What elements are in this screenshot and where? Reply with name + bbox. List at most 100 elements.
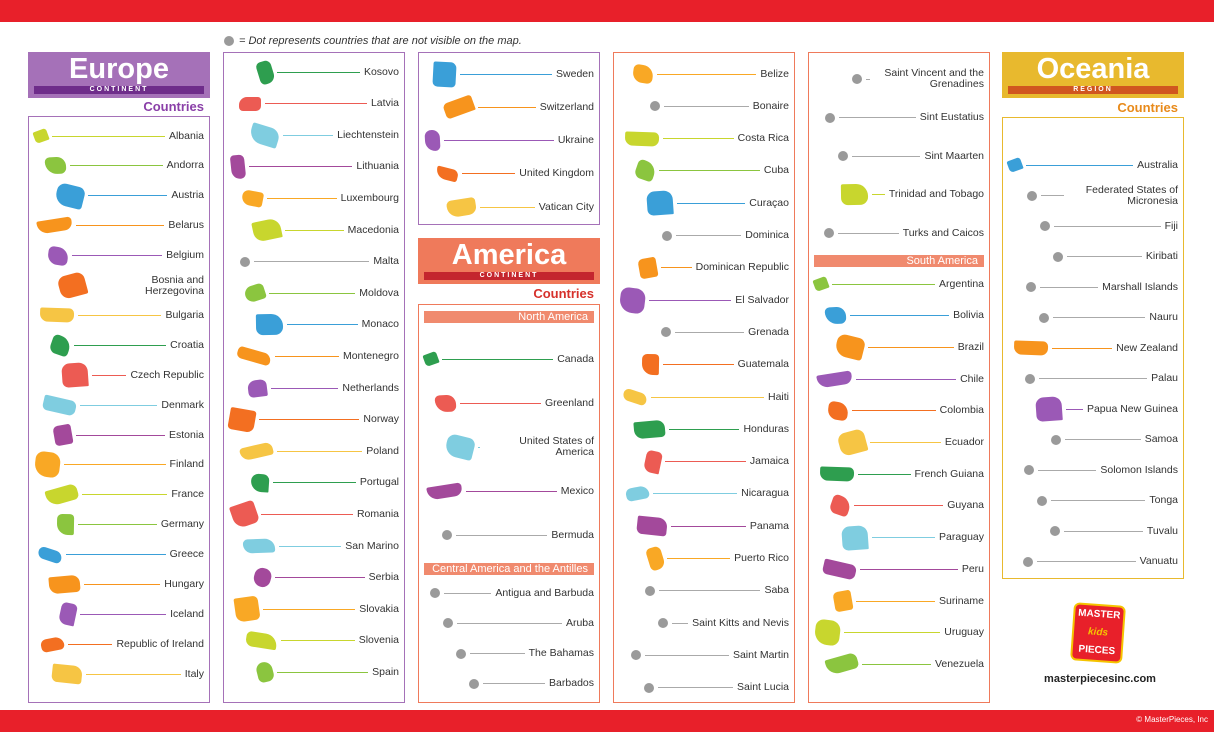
logo-line: PIECES [1078,643,1116,658]
country-shape [251,566,274,589]
leader-line [64,464,166,466]
leader-line [844,632,941,634]
country-shape [432,60,457,88]
logo-line: MASTER [1077,607,1121,622]
country-row: Samoa [1008,427,1178,453]
country-name: Guyana [947,499,984,512]
country-row: Italy [34,661,204,687]
leader-line [664,105,749,107]
country-row: Bermuda [424,522,594,548]
country-name: Saint Vincent and the Grenadines [884,67,984,90]
leader-line [86,673,181,675]
leader-line [657,73,757,75]
country-row: Cuba [619,158,789,184]
leader-line [658,687,734,689]
country-row: Finland [33,450,204,479]
leader-line [1067,256,1142,257]
country-row: Republic of Ireland [34,631,204,657]
country-name: San Marino [345,539,399,552]
leader-line [675,331,745,333]
header-title: Europe [69,53,169,85]
country-shape [442,94,476,120]
note-text: = Dot represents countries that are not … [239,35,522,47]
leader-line [442,358,554,360]
country-name: United States of America [519,435,594,458]
country-name: Suriname [939,594,984,607]
country-row: Australia [1006,152,1178,178]
country-shape [255,314,284,336]
country-shape [824,652,860,677]
country-name: Sint Maarten [924,149,984,162]
country-row: Guyana [814,493,984,519]
country-row: Vanuatu [1008,549,1178,575]
leader-line [852,155,921,157]
country-shape [254,58,277,86]
country-name: The Bahamas [528,647,594,660]
leader-line [267,197,337,199]
country-row: Belize [619,61,789,87]
country-row: Serbia [229,565,399,591]
country-row: Dominican Republic [619,255,789,281]
country-name: Tuvalu [1146,524,1178,537]
country-row: Luxembourg [229,185,399,211]
country-row: Argentina [812,271,984,297]
country-shape [636,515,668,537]
leader-line [659,170,760,172]
country-shape [44,482,80,507]
leader-line [263,608,356,610]
country-row: Latvia [229,91,399,117]
leader-line [78,524,157,526]
country-row: Netherlands [229,375,399,401]
leader-line [665,461,746,463]
leader-line [1052,347,1113,349]
country-dot [1023,556,1033,567]
country-name: Tonga [1149,494,1178,506]
leader-line [669,428,740,430]
country-row: Kosovo [229,58,399,86]
leader-line [661,267,692,269]
country-row: Saint Kitts and Nevis [619,610,789,636]
country-shape [644,545,667,572]
country-shape [624,131,660,147]
country-row: Jamaica [619,449,789,475]
country-name: Nauru [1149,311,1178,323]
leader-line [671,525,746,527]
country-row: San Marino [229,533,399,559]
country-name: Finland [169,458,204,471]
country-row: Paraguay [814,524,984,551]
leader-line [1040,286,1099,288]
country-row: Solomon Islands [1008,457,1178,483]
country-name: Slovakia [359,602,399,615]
country-row: Saba [619,578,789,604]
country-row: Grenada [619,319,789,345]
country-name: Bonaire [752,99,789,112]
leader-line [677,202,746,204]
leader-line [1038,469,1097,471]
country-row: Antigua and Barbuda [424,580,594,606]
leader-line [1054,225,1161,227]
leader-line [480,206,535,208]
country-name: Haiti [767,390,789,403]
leader-line [667,558,731,559]
country-name: Luxembourg [340,191,399,204]
country-dot [644,682,654,693]
country-row: Sint Eustatius [814,105,984,131]
country-shape [816,369,853,389]
country-name: Guatemala [737,358,789,371]
country-shape [434,165,460,183]
leader-line [832,283,936,285]
country-shape [631,63,655,85]
leader-line [839,117,916,118]
section-heading: Countries [143,99,204,114]
country-name: Monaco [361,318,399,331]
country-row: Albania [32,123,204,149]
country-row: United States of America [424,432,594,462]
country-shape [1013,340,1049,356]
country-row: Estonia [34,422,204,448]
leader-line [444,140,554,142]
panel [28,116,210,703]
leader-line [68,643,113,645]
country-name: New Zealand [1116,341,1178,354]
logo: MASTER kids PIECES [1070,602,1126,664]
country-name: Republic of Ireland [116,637,204,650]
